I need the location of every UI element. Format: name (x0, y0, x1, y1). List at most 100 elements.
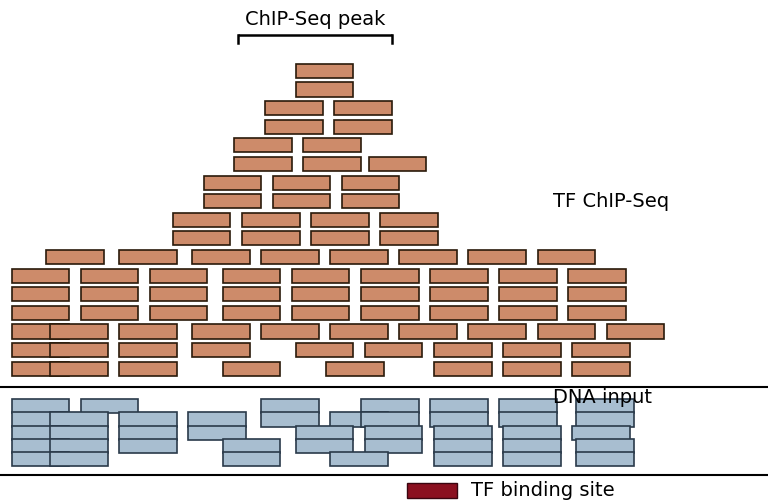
Bar (273, 176, 330, 190)
Bar (119, 250, 177, 264)
Bar (576, 399, 634, 413)
Bar (292, 306, 349, 320)
Bar (50, 439, 108, 453)
Bar (296, 426, 353, 440)
Text: DNA input: DNA input (553, 388, 652, 407)
Bar (173, 231, 230, 245)
Bar (365, 426, 422, 440)
Bar (12, 269, 69, 283)
Bar (361, 287, 419, 301)
Bar (265, 120, 323, 134)
Bar (119, 439, 177, 453)
Bar (361, 412, 419, 427)
Bar (192, 324, 250, 339)
Bar (234, 157, 292, 171)
Bar (568, 306, 626, 320)
Bar (223, 287, 280, 301)
Bar (303, 138, 361, 152)
Bar (265, 101, 323, 115)
Bar (365, 343, 422, 357)
Bar (50, 362, 108, 376)
Bar (503, 426, 561, 440)
Bar (81, 287, 138, 301)
Bar (468, 324, 526, 339)
Bar (223, 362, 280, 376)
Bar (330, 250, 388, 264)
Bar (499, 306, 557, 320)
Bar (119, 426, 177, 440)
Bar (188, 426, 246, 440)
Bar (430, 287, 488, 301)
Bar (50, 343, 108, 357)
Bar (430, 399, 488, 413)
Bar (12, 306, 69, 320)
Bar (330, 412, 388, 427)
Bar (242, 213, 300, 227)
Bar (12, 412, 69, 427)
Bar (292, 287, 349, 301)
Bar (12, 287, 69, 301)
Bar (330, 452, 388, 466)
Bar (434, 452, 492, 466)
Bar (607, 324, 664, 339)
Bar (223, 452, 280, 466)
Bar (572, 343, 630, 357)
Bar (342, 194, 399, 208)
Bar (296, 343, 353, 357)
Bar (192, 250, 250, 264)
Bar (46, 250, 104, 264)
Bar (273, 194, 330, 208)
Bar (50, 426, 108, 440)
Bar (434, 426, 492, 440)
Bar (576, 452, 634, 466)
Bar (499, 269, 557, 283)
Bar (296, 82, 353, 97)
Bar (81, 306, 138, 320)
Bar (568, 287, 626, 301)
Bar (430, 306, 488, 320)
Bar (538, 250, 595, 264)
Bar (399, 250, 457, 264)
Bar (572, 426, 630, 440)
Bar (499, 399, 557, 413)
Bar (234, 138, 292, 152)
Bar (12, 439, 69, 453)
Bar (173, 213, 230, 227)
Bar (434, 362, 492, 376)
Bar (261, 324, 319, 339)
Bar (503, 343, 561, 357)
Bar (499, 287, 557, 301)
Bar (380, 213, 438, 227)
Bar (334, 120, 392, 134)
Bar (572, 362, 630, 376)
Bar (361, 306, 419, 320)
Bar (296, 64, 353, 78)
Bar (223, 439, 280, 453)
Bar (119, 324, 177, 339)
Bar (434, 343, 492, 357)
Bar (499, 412, 557, 427)
Bar (192, 343, 250, 357)
Text: ChIP-Seq peak: ChIP-Seq peak (245, 10, 385, 29)
Bar (538, 324, 595, 339)
Bar (342, 176, 399, 190)
Bar (369, 157, 426, 171)
Bar (12, 452, 69, 466)
Bar (503, 452, 561, 466)
Bar (150, 287, 207, 301)
Bar (50, 324, 108, 339)
Bar (576, 439, 634, 453)
Bar (150, 269, 207, 283)
Bar (430, 269, 488, 283)
Text: TF binding site: TF binding site (471, 481, 614, 500)
Bar (119, 362, 177, 376)
Bar (119, 412, 177, 427)
Bar (296, 439, 353, 453)
Bar (261, 250, 319, 264)
Bar (12, 324, 69, 339)
Bar (303, 157, 361, 171)
Bar (188, 412, 246, 427)
Bar (204, 176, 261, 190)
Bar (81, 269, 138, 283)
Bar (503, 362, 561, 376)
